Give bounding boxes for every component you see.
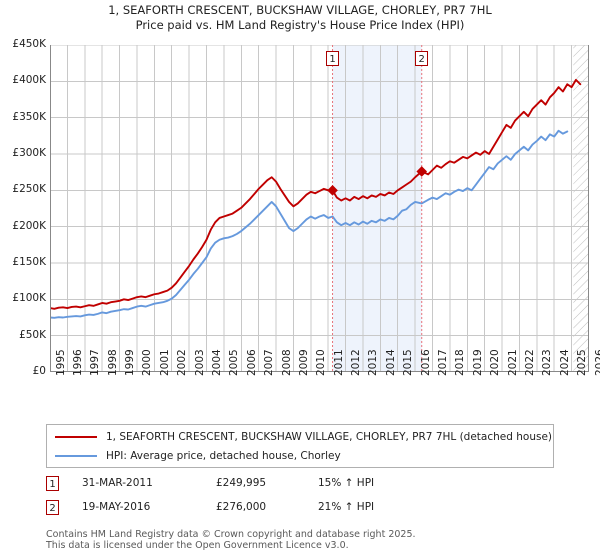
chart-frame bbox=[50, 45, 589, 372]
y-axis-tick-0: £0 bbox=[32, 365, 46, 377]
x-axis-tick-28: 2023 bbox=[541, 349, 554, 376]
transaction-marker-lines bbox=[332, 45, 423, 372]
x-axis-tick-11: 2006 bbox=[245, 349, 258, 376]
attribution-footer: Contains HM Land Registry data © Crown c… bbox=[46, 529, 586, 551]
transaction-hpi-delta-2: 21% ↑ HPI bbox=[318, 501, 375, 513]
x-axis-tick-25: 2020 bbox=[489, 349, 502, 376]
x-axis-tick-23: 2018 bbox=[454, 349, 467, 376]
x-axis-tick-19: 2014 bbox=[384, 349, 397, 376]
x-axis-tick-10: 2005 bbox=[228, 349, 241, 376]
chart-legend: 1, SEAFORTH CRESCENT, BUCKSHAW VILLAGE, … bbox=[46, 424, 554, 468]
chart-transaction-badge-1[interactable]: 1 bbox=[326, 51, 340, 66]
y-axis-tick-2: £100K bbox=[12, 292, 46, 305]
y-axis-tick-7: £350K bbox=[12, 110, 46, 123]
x-axis-tick-20: 2015 bbox=[402, 349, 415, 376]
x-axis-tick-1: 1996 bbox=[71, 349, 84, 376]
footer-line-1: Contains HM Land Registry data © Crown c… bbox=[46, 529, 416, 540]
x-axis-tick-3: 1998 bbox=[106, 349, 119, 376]
transaction-date-2: 19-MAY-2016 bbox=[82, 501, 151, 513]
transaction-date-1: 31-MAR-2011 bbox=[82, 477, 153, 489]
legend-item-hpi[interactable]: HPI: Average price, detached house, Chor… bbox=[55, 447, 341, 465]
x-axis-tick-30: 2025 bbox=[576, 349, 589, 376]
chart-series-lines bbox=[50, 78, 582, 319]
x-axis-tick-13: 2008 bbox=[280, 349, 293, 376]
x-axis-tick-4: 1999 bbox=[124, 349, 137, 376]
transactions-table: 1 31-MAR-2011 £249,995 15% ↑ HPI 2 19-MA… bbox=[46, 474, 554, 522]
legend-label-price-paid: 1, SEAFORTH CRESCENT, BUCKSHAW VILLAGE, … bbox=[106, 431, 553, 443]
transaction-price-1: £249,995 bbox=[216, 477, 267, 489]
x-axis-tick-17: 2012 bbox=[350, 349, 363, 376]
x-axis-tick-29: 2024 bbox=[558, 349, 571, 376]
y-axis-tick-6: £300K bbox=[12, 147, 46, 159]
y-axis-tick-1: £50K bbox=[19, 328, 46, 341]
x-axis-tick-21: 2016 bbox=[419, 349, 432, 376]
x-axis-tick-14: 2009 bbox=[297, 349, 310, 376]
table-row[interactable]: 2 19-MAY-2016 £276,000 21% ↑ HPI bbox=[46, 498, 554, 522]
x-axis-tick-9: 2004 bbox=[210, 349, 223, 376]
transaction-price-2: £276,000 bbox=[216, 501, 267, 513]
transaction-badge-1[interactable]: 1 bbox=[46, 476, 59, 491]
title-line-1: 1, SEAFORTH CRESCENT, BUCKSHAW VILLAGE, … bbox=[108, 3, 492, 17]
x-axis-tick-6: 2001 bbox=[158, 349, 171, 376]
x-axis-tick-27: 2022 bbox=[523, 349, 536, 376]
x-axis-tick-2: 1997 bbox=[89, 349, 102, 376]
x-axis-tick-0: 1995 bbox=[54, 349, 67, 376]
y-axis-tick-5: £250K bbox=[12, 183, 46, 196]
transaction-markers[interactable] bbox=[327, 166, 428, 196]
x-axis-tick-18: 2013 bbox=[367, 349, 380, 376]
transaction-badge-2[interactable]: 2 bbox=[46, 500, 59, 515]
title-line-2: Price paid vs. HM Land Registry's House … bbox=[135, 18, 465, 32]
x-axis-tick-26: 2021 bbox=[506, 349, 519, 376]
x-axis-tick-24: 2019 bbox=[471, 349, 484, 376]
x-axis-tick-15: 2010 bbox=[315, 349, 328, 376]
x-axis-tick-5: 2000 bbox=[141, 349, 154, 376]
y-axis-tick-3: £150K bbox=[12, 256, 46, 268]
x-axis-tick-8: 2003 bbox=[193, 349, 206, 376]
x-axis-tick-7: 2002 bbox=[176, 349, 189, 376]
page-title: 1, SEAFORTH CRESCENT, BUCKSHAW VILLAGE, … bbox=[0, 3, 600, 33]
table-row[interactable]: 1 31-MAR-2011 £249,995 15% ↑ HPI bbox=[46, 474, 554, 498]
y-axis-tick-8: £400K bbox=[12, 74, 46, 87]
x-axis-tick-31: 2026 bbox=[593, 349, 600, 376]
legend-label-hpi: HPI: Average price, detached house, Chor… bbox=[106, 450, 341, 462]
legend-swatch-price-paid bbox=[55, 436, 97, 438]
y-axis-tick-4: £200K bbox=[12, 219, 46, 232]
y-axis-tick-9: £450K bbox=[12, 38, 46, 50]
x-axis-tick-22: 2017 bbox=[437, 349, 450, 376]
chart-transaction-badge-2[interactable]: 2 bbox=[415, 51, 429, 66]
projection-hatch-region bbox=[573, 45, 589, 372]
chart-gridlines bbox=[50, 45, 589, 372]
legend-swatch-hpi bbox=[55, 455, 97, 457]
footer-line-2: This data is licensed under the Open Gov… bbox=[46, 540, 349, 551]
transaction-hpi-delta-1: 15% ↑ HPI bbox=[318, 477, 375, 489]
x-axis-tick-12: 2007 bbox=[263, 349, 276, 376]
price-history-chart bbox=[50, 45, 589, 372]
x-axis-tick-16: 2011 bbox=[332, 349, 345, 376]
legend-item-price-paid[interactable]: 1, SEAFORTH CRESCENT, BUCKSHAW VILLAGE, … bbox=[55, 428, 552, 446]
